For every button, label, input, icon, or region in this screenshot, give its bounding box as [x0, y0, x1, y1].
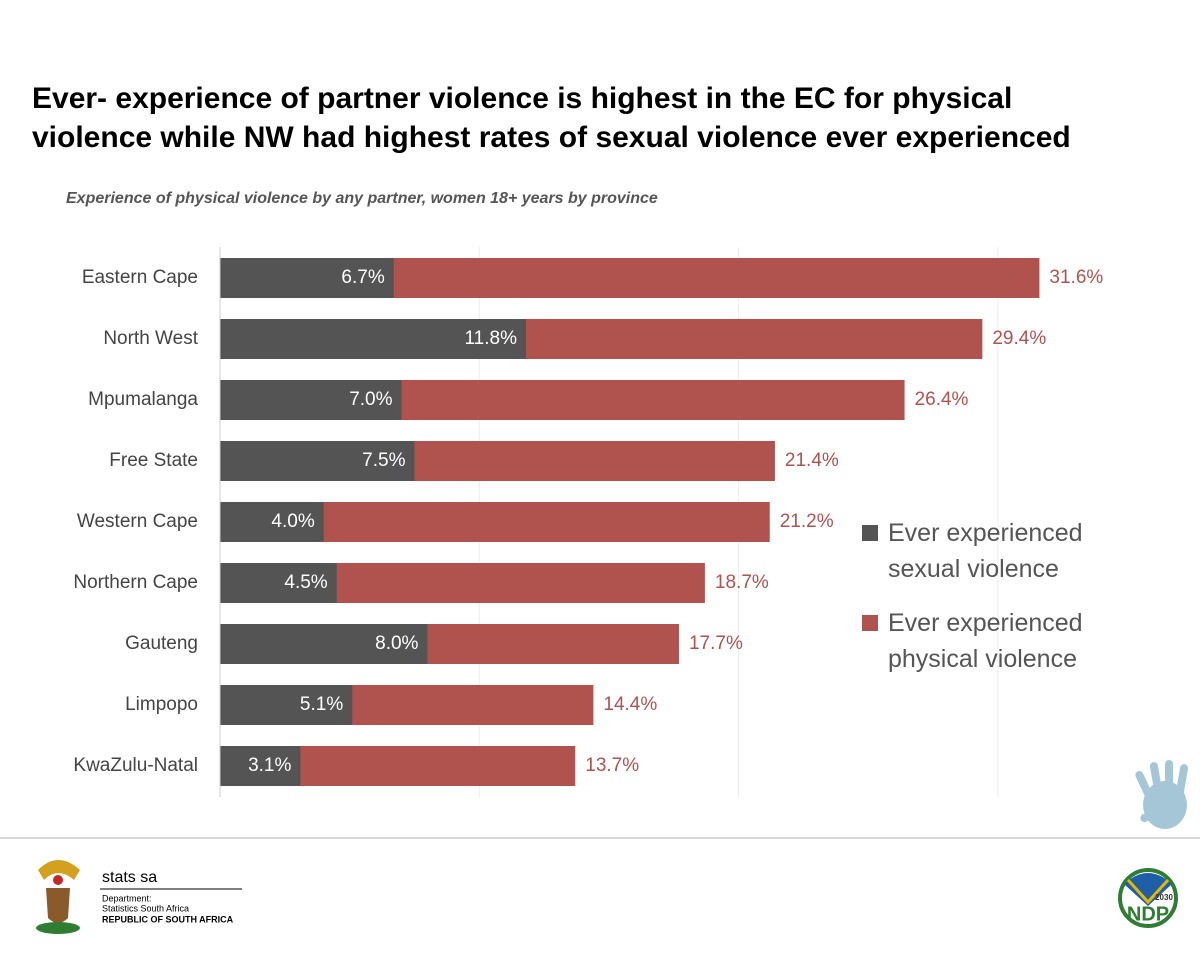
legend-item: Ever experienced sexual violence: [862, 515, 1112, 587]
y-tick-label: KwaZulu-Natal: [73, 755, 198, 776]
hand-icon: [1135, 760, 1189, 829]
data-label: 21.2%: [780, 511, 834, 532]
data-label: 7.5%: [362, 450, 405, 471]
data-label: 5.1%: [300, 694, 343, 715]
bar: [220, 319, 526, 359]
logo-dept-name: Statistics South Africa: [102, 903, 189, 913]
legend-swatch: [862, 525, 878, 541]
bar: [220, 441, 415, 481]
data-label: 17.7%: [689, 633, 743, 654]
chart-title-line-2: violence while NW had highest rates of s…: [32, 121, 1071, 154]
logo-dept: Department:: [102, 893, 152, 903]
logo-country: REPUBLIC OF SOUTH AFRICA: [102, 914, 234, 924]
data-label: 11.8%: [465, 328, 518, 349]
y-tick-label: Mpumalanga: [88, 389, 198, 410]
legend-label: Ever experienced sexual violence: [888, 519, 1083, 583]
y-tick-label: Eastern Cape: [82, 267, 198, 288]
data-label: 4.5%: [284, 572, 327, 593]
y-tick-label: Free State: [109, 450, 198, 471]
data-label: 18.7%: [715, 572, 769, 593]
bar: [220, 563, 337, 603]
ndp-logo: NDP 2030: [1118, 868, 1178, 928]
bar: [220, 502, 324, 542]
logo-name: stats sa: [102, 869, 157, 886]
chart-subtitle: Experience of physical violence by any p…: [66, 190, 658, 207]
y-tick-label: North West: [103, 328, 198, 349]
y-tick-label: Limpopo: [125, 694, 198, 715]
y-tick-label: Northern Cape: [73, 572, 198, 593]
coat-of-arms: [36, 860, 80, 934]
y-tick-label: Gauteng: [125, 633, 198, 654]
legend-item: Ever experienced physical violence: [862, 605, 1112, 677]
data-label: 8.0%: [375, 633, 418, 654]
y-tick-label: Western Cape: [77, 511, 198, 532]
data-label: 21.4%: [785, 450, 839, 471]
ndp-year: 2030: [1155, 893, 1173, 902]
data-label: 13.7%: [585, 755, 639, 776]
data-label: 4.0%: [271, 511, 314, 532]
ndp-text: NDP: [1127, 903, 1169, 925]
legend-label: Ever experienced physical violence: [888, 609, 1083, 673]
data-label: 29.4%: [992, 328, 1046, 349]
bars: Eastern Cape 31.6% 6.7% North West 29.4% 11.8…: [73, 258, 1103, 786]
data-label: 31.6%: [1049, 267, 1103, 288]
data-label: 3.1%: [248, 755, 291, 776]
bar: [220, 746, 301, 786]
bar: [220, 380, 402, 420]
chart-title-line-1: Ever- experience of partner violence is …: [32, 82, 1012, 115]
bar: [220, 258, 394, 298]
data-label: 14.4%: [603, 694, 657, 715]
data-label: 26.4%: [915, 389, 969, 410]
legend-swatch: [862, 615, 878, 631]
data-label: 6.7%: [341, 267, 384, 288]
bar: [220, 685, 353, 725]
bar: [220, 624, 428, 664]
data-label: 7.0%: [349, 389, 392, 410]
